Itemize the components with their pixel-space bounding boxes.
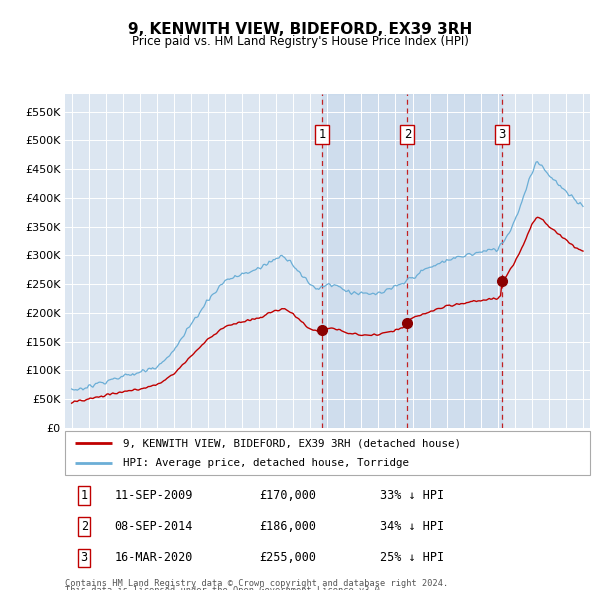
Bar — [322, 94, 502, 428]
Text: 1: 1 — [319, 128, 326, 141]
Text: 2: 2 — [80, 520, 88, 533]
Text: 34% ↓ HPI: 34% ↓ HPI — [380, 520, 444, 533]
Text: £186,000: £186,000 — [259, 520, 316, 533]
Text: £170,000: £170,000 — [259, 489, 316, 502]
Text: 3: 3 — [499, 128, 506, 141]
Text: This data is licensed under the Open Government Licence v3.0.: This data is licensed under the Open Gov… — [65, 586, 385, 590]
Text: HPI: Average price, detached house, Torridge: HPI: Average price, detached house, Torr… — [122, 458, 409, 467]
Text: 2: 2 — [404, 128, 411, 141]
Text: 25% ↓ HPI: 25% ↓ HPI — [380, 551, 444, 564]
Text: 33% ↓ HPI: 33% ↓ HPI — [380, 489, 444, 502]
FancyBboxPatch shape — [65, 431, 590, 475]
Text: 9, KENWITH VIEW, BIDEFORD, EX39 3RH: 9, KENWITH VIEW, BIDEFORD, EX39 3RH — [128, 22, 472, 37]
Text: 08-SEP-2014: 08-SEP-2014 — [115, 520, 193, 533]
Text: Contains HM Land Registry data © Crown copyright and database right 2024.: Contains HM Land Registry data © Crown c… — [65, 579, 448, 588]
Text: £255,000: £255,000 — [259, 551, 316, 564]
Text: 16-MAR-2020: 16-MAR-2020 — [115, 551, 193, 564]
Text: 11-SEP-2009: 11-SEP-2009 — [115, 489, 193, 502]
Text: 3: 3 — [80, 551, 88, 564]
Text: 1: 1 — [80, 489, 88, 502]
Text: 9, KENWITH VIEW, BIDEFORD, EX39 3RH (detached house): 9, KENWITH VIEW, BIDEFORD, EX39 3RH (det… — [122, 438, 461, 448]
Text: Price paid vs. HM Land Registry's House Price Index (HPI): Price paid vs. HM Land Registry's House … — [131, 35, 469, 48]
